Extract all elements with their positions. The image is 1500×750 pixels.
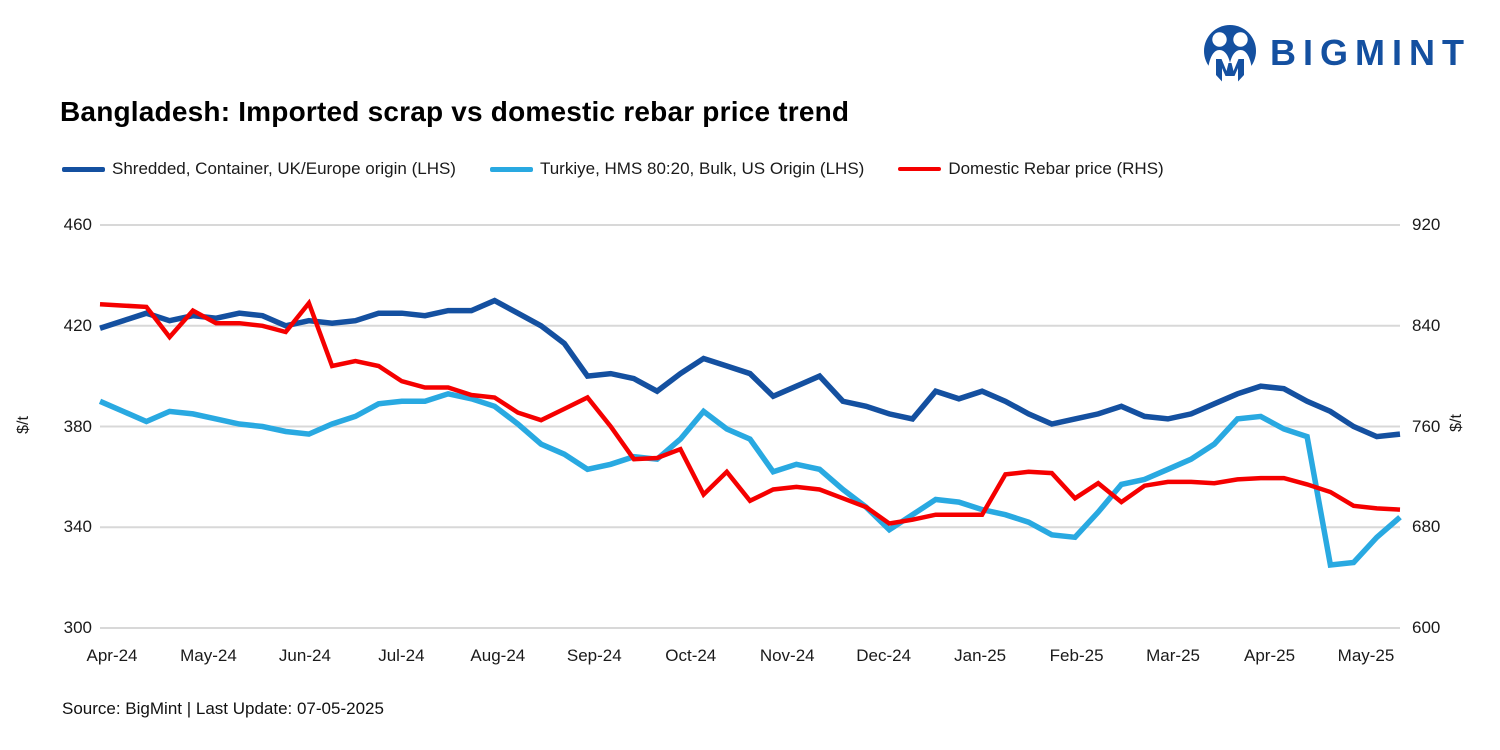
chart-legend: Shredded, Container, UK/Europe origin (L… xyxy=(62,159,1164,179)
left-axis-tick: 300 xyxy=(63,618,92,637)
series-line xyxy=(98,390,1402,569)
x-axis-tick-label: Oct-24 xyxy=(665,646,717,665)
legend-item-shredded: Shredded, Container, UK/Europe origin (L… xyxy=(62,159,456,179)
legend-swatch-shredded xyxy=(62,166,105,172)
legend-label-rebar: Domestic Rebar price (RHS) xyxy=(948,159,1164,178)
left-axis-unit-label: $/t xyxy=(14,416,32,434)
left-axis-tick: 340 xyxy=(63,517,92,537)
x-axis-month-labels: Apr-24 May-24 Jun-24 Jul-24 Aug-24 Sep-24 Oct-… xyxy=(86,646,1400,670)
x-axis-tick-label: Jun-24 xyxy=(278,646,331,665)
plot-area xyxy=(98,224,1402,629)
right-axis-tick: 920 xyxy=(1412,215,1441,234)
x-axis-tick-label: Jul-24 xyxy=(378,646,425,665)
left-axis-tick: 460 xyxy=(63,215,92,234)
bigmint-logo: BIGMINT xyxy=(1202,24,1471,82)
right-axis-tick: 680 xyxy=(1412,517,1441,537)
x-axis-tick-label: May-25 xyxy=(1337,646,1395,665)
chart-title: Bangladesh: Imported scrap vs domestic r… xyxy=(60,96,850,127)
right-axis-tick: 600 xyxy=(1412,618,1441,637)
legend-swatch-turkiye xyxy=(489,166,533,172)
x-axis-tick-label: Mar-25 xyxy=(1146,646,1200,665)
bigmint-logo-icon xyxy=(1204,25,1256,82)
legend-item-rebar: Domestic Rebar price (RHS) xyxy=(898,159,1164,179)
legend-label-turkiye: Turkiye, HMS 80:20, Bulk, US Origin (LHS… xyxy=(539,159,865,178)
x-axis-tick-label: Jan-25 xyxy=(954,646,1007,665)
series-line xyxy=(99,298,1401,526)
source-note: Source: BigMint | Last Update: 07-05-202… xyxy=(62,699,384,718)
legend-swatch-rebar xyxy=(898,167,942,171)
right-axis-tick: 840 xyxy=(1412,315,1441,335)
legend-item-turkiye: Turkiye, HMS 80:20, Bulk, US Origin (LHS… xyxy=(489,159,865,179)
x-axis-tick-label: Apr-24 xyxy=(86,646,138,665)
x-axis-tick-label: Sep-24 xyxy=(566,646,622,665)
left-axis-tick: 380 xyxy=(63,416,92,436)
x-axis-tick-label: Nov-24 xyxy=(759,646,815,665)
bigmint-logo-text: BIGMINT xyxy=(1270,32,1471,73)
right-axis-tick: 760 xyxy=(1412,416,1441,436)
x-axis-tick-label: Apr-25 xyxy=(1244,646,1296,665)
legend-label-shredded: Shredded, Container, UK/Europe origin (L… xyxy=(112,159,456,178)
x-axis-tick-label: Aug-24 xyxy=(470,646,526,665)
x-axis-tick-label: Dec-24 xyxy=(856,646,912,665)
x-axis-tick-label: May-24 xyxy=(180,646,237,665)
x-axis-tick-label: Feb-25 xyxy=(1049,646,1104,665)
left-axis-tick: 420 xyxy=(63,315,92,335)
